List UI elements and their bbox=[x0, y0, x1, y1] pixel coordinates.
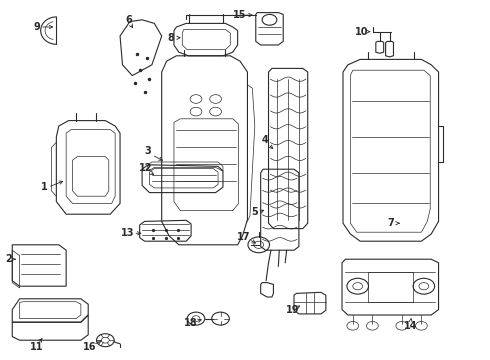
Text: 16: 16 bbox=[83, 342, 97, 352]
Text: 1: 1 bbox=[41, 182, 48, 192]
Text: 18: 18 bbox=[184, 318, 198, 328]
Text: 12: 12 bbox=[139, 163, 153, 174]
Text: 9: 9 bbox=[33, 22, 40, 32]
Text: 13: 13 bbox=[121, 228, 134, 238]
Text: 5: 5 bbox=[251, 207, 258, 217]
Text: 11: 11 bbox=[30, 342, 44, 352]
Text: 15: 15 bbox=[233, 10, 247, 20]
Text: 19: 19 bbox=[286, 305, 300, 315]
Text: 2: 2 bbox=[5, 254, 12, 264]
Text: 14: 14 bbox=[404, 321, 417, 331]
Text: 4: 4 bbox=[261, 135, 268, 145]
Text: 7: 7 bbox=[388, 218, 394, 228]
Text: 10: 10 bbox=[355, 27, 368, 37]
Text: 17: 17 bbox=[237, 232, 251, 242]
Text: 8: 8 bbox=[167, 33, 174, 43]
Text: 6: 6 bbox=[125, 15, 132, 25]
Text: 3: 3 bbox=[145, 146, 151, 156]
